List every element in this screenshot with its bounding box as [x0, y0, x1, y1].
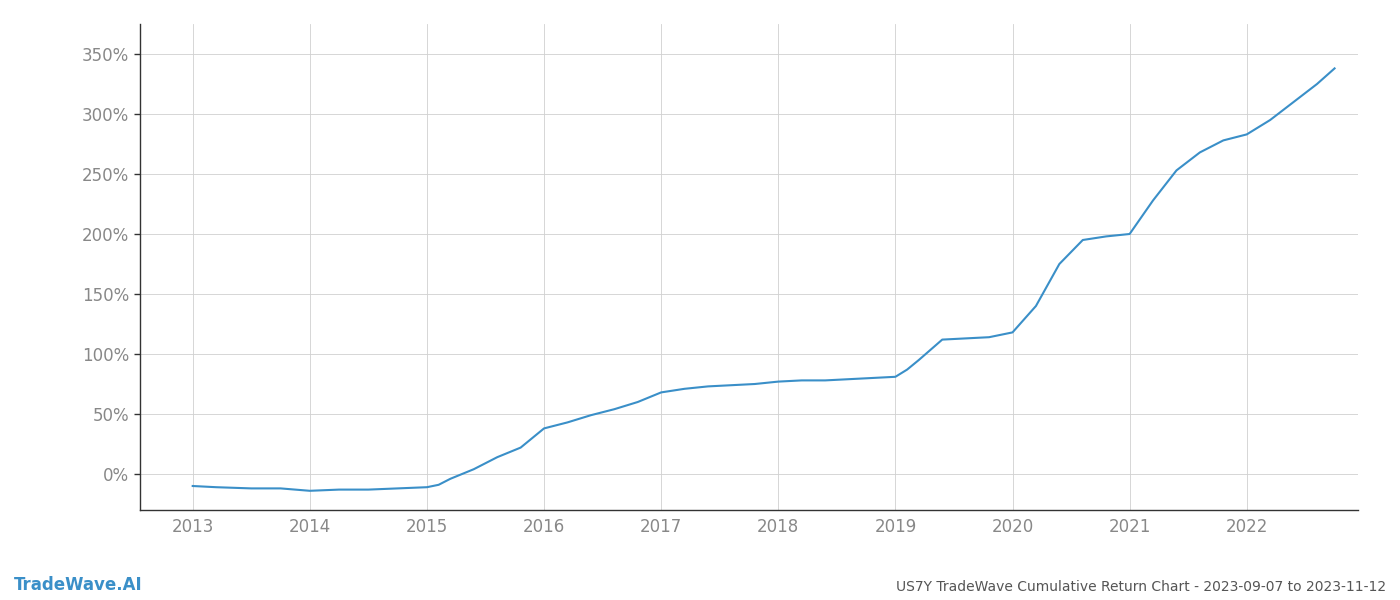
Text: TradeWave.AI: TradeWave.AI [14, 576, 143, 594]
Text: US7Y TradeWave Cumulative Return Chart - 2023-09-07 to 2023-11-12: US7Y TradeWave Cumulative Return Chart -… [896, 580, 1386, 594]
